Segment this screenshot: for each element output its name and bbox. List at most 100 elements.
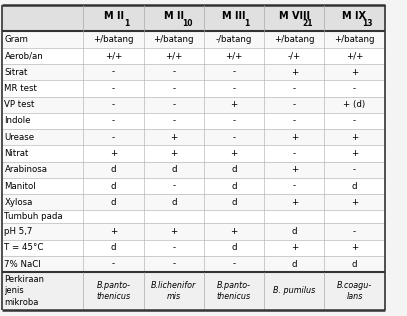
- Text: Perkiraan
jenis
mikroba: Perkiraan jenis mikroba: [4, 275, 44, 307]
- Text: -: -: [172, 181, 175, 191]
- Text: 7% NaCl: 7% NaCl: [4, 260, 41, 269]
- Text: M II: M II: [164, 10, 184, 21]
- Text: Gram: Gram: [4, 35, 28, 44]
- Text: -: -: [232, 133, 236, 142]
- Bar: [2, 178, 385, 194]
- Text: +: +: [291, 165, 298, 174]
- Text: d: d: [171, 198, 177, 207]
- Text: -: -: [112, 100, 115, 109]
- Bar: [2, 240, 385, 256]
- Text: +/+: +/+: [165, 51, 182, 60]
- Text: -: -: [172, 100, 175, 109]
- Text: +: +: [291, 68, 298, 76]
- Text: d: d: [352, 181, 357, 191]
- Text: pH 5,7: pH 5,7: [4, 227, 33, 236]
- Text: +: +: [351, 243, 358, 252]
- Text: +: +: [110, 149, 117, 158]
- Text: 1: 1: [245, 19, 250, 27]
- Text: Sitrat: Sitrat: [4, 68, 28, 76]
- Text: Aerob/an: Aerob/an: [4, 51, 43, 60]
- Text: d: d: [291, 227, 297, 236]
- Text: d: d: [171, 165, 177, 174]
- Text: Manitol: Manitol: [4, 181, 36, 191]
- Text: d: d: [231, 165, 237, 174]
- Text: 21: 21: [302, 19, 313, 27]
- Text: d: d: [291, 260, 297, 269]
- Text: +: +: [170, 133, 177, 142]
- Text: -: -: [172, 243, 175, 252]
- Text: 10: 10: [182, 19, 192, 27]
- Text: -: -: [293, 116, 296, 125]
- Text: +/+: +/+: [346, 51, 363, 60]
- Text: VP test: VP test: [4, 100, 35, 109]
- Text: -: -: [353, 116, 356, 125]
- Text: -/+: -/+: [288, 51, 301, 60]
- Bar: [2, 48, 385, 64]
- Text: +: +: [291, 133, 298, 142]
- Text: Urease: Urease: [4, 133, 35, 142]
- Bar: [2, 161, 385, 178]
- Text: +/batang: +/batang: [274, 35, 315, 44]
- Bar: [2, 31, 385, 48]
- Text: +: +: [351, 198, 358, 207]
- Text: -: -: [172, 84, 175, 93]
- Text: +/+: +/+: [225, 51, 243, 60]
- Bar: [2, 64, 385, 80]
- Text: M VIII: M VIII: [279, 10, 310, 21]
- Text: M IX: M IX: [343, 10, 366, 21]
- Text: +: +: [110, 227, 117, 236]
- Text: +/batang: +/batang: [153, 35, 194, 44]
- Text: +: +: [351, 149, 358, 158]
- Text: -: -: [353, 165, 356, 174]
- Text: B.coagu-
lans: B.coagu- lans: [337, 281, 372, 301]
- Text: 1: 1: [124, 19, 129, 27]
- Text: +/batang: +/batang: [93, 35, 134, 44]
- Text: -: -: [172, 260, 175, 269]
- Text: d: d: [111, 198, 116, 207]
- Text: +: +: [230, 149, 238, 158]
- Text: +/+: +/+: [105, 51, 122, 60]
- Text: T = 45°C: T = 45°C: [4, 243, 44, 252]
- Text: + (d): + (d): [344, 100, 365, 109]
- Text: -: -: [232, 116, 236, 125]
- Bar: [2, 194, 385, 210]
- Bar: [2, 5, 385, 31]
- Text: +: +: [230, 227, 238, 236]
- Text: -: -: [172, 68, 175, 76]
- Text: -: -: [232, 84, 236, 93]
- Text: d: d: [111, 243, 116, 252]
- Bar: [2, 80, 385, 96]
- Text: -: -: [353, 227, 356, 236]
- Text: -: -: [293, 84, 296, 93]
- Text: MR test: MR test: [4, 84, 37, 93]
- Text: -: -: [293, 100, 296, 109]
- Text: -/batang: -/batang: [216, 35, 252, 44]
- Text: +: +: [170, 149, 177, 158]
- Text: M II: M II: [103, 10, 124, 21]
- Bar: [2, 145, 385, 161]
- Text: Nitrat: Nitrat: [4, 149, 29, 158]
- Text: Tumbuh pada: Tumbuh pada: [4, 212, 63, 222]
- Text: +: +: [291, 243, 298, 252]
- Text: -: -: [353, 84, 356, 93]
- Bar: [2, 256, 385, 272]
- Text: -: -: [293, 181, 296, 191]
- Text: Indole: Indole: [4, 116, 31, 125]
- Text: d: d: [231, 198, 237, 207]
- Text: Arabinosa: Arabinosa: [4, 165, 48, 174]
- Text: -: -: [172, 116, 175, 125]
- Text: -: -: [112, 68, 115, 76]
- Text: d: d: [111, 165, 116, 174]
- Text: d: d: [111, 181, 116, 191]
- Text: d: d: [352, 260, 357, 269]
- Text: B. pumilus: B. pumilus: [273, 287, 315, 295]
- Text: d: d: [231, 243, 237, 252]
- Text: -: -: [232, 68, 236, 76]
- Text: -: -: [112, 116, 115, 125]
- Text: +: +: [351, 68, 358, 76]
- Text: B.panto-
thenicus: B.panto- thenicus: [217, 281, 251, 301]
- Text: +: +: [351, 133, 358, 142]
- Text: B.lichenifor
mis: B.lichenifor mis: [151, 281, 197, 301]
- Text: +/batang: +/batang: [334, 35, 375, 44]
- Text: d: d: [231, 181, 237, 191]
